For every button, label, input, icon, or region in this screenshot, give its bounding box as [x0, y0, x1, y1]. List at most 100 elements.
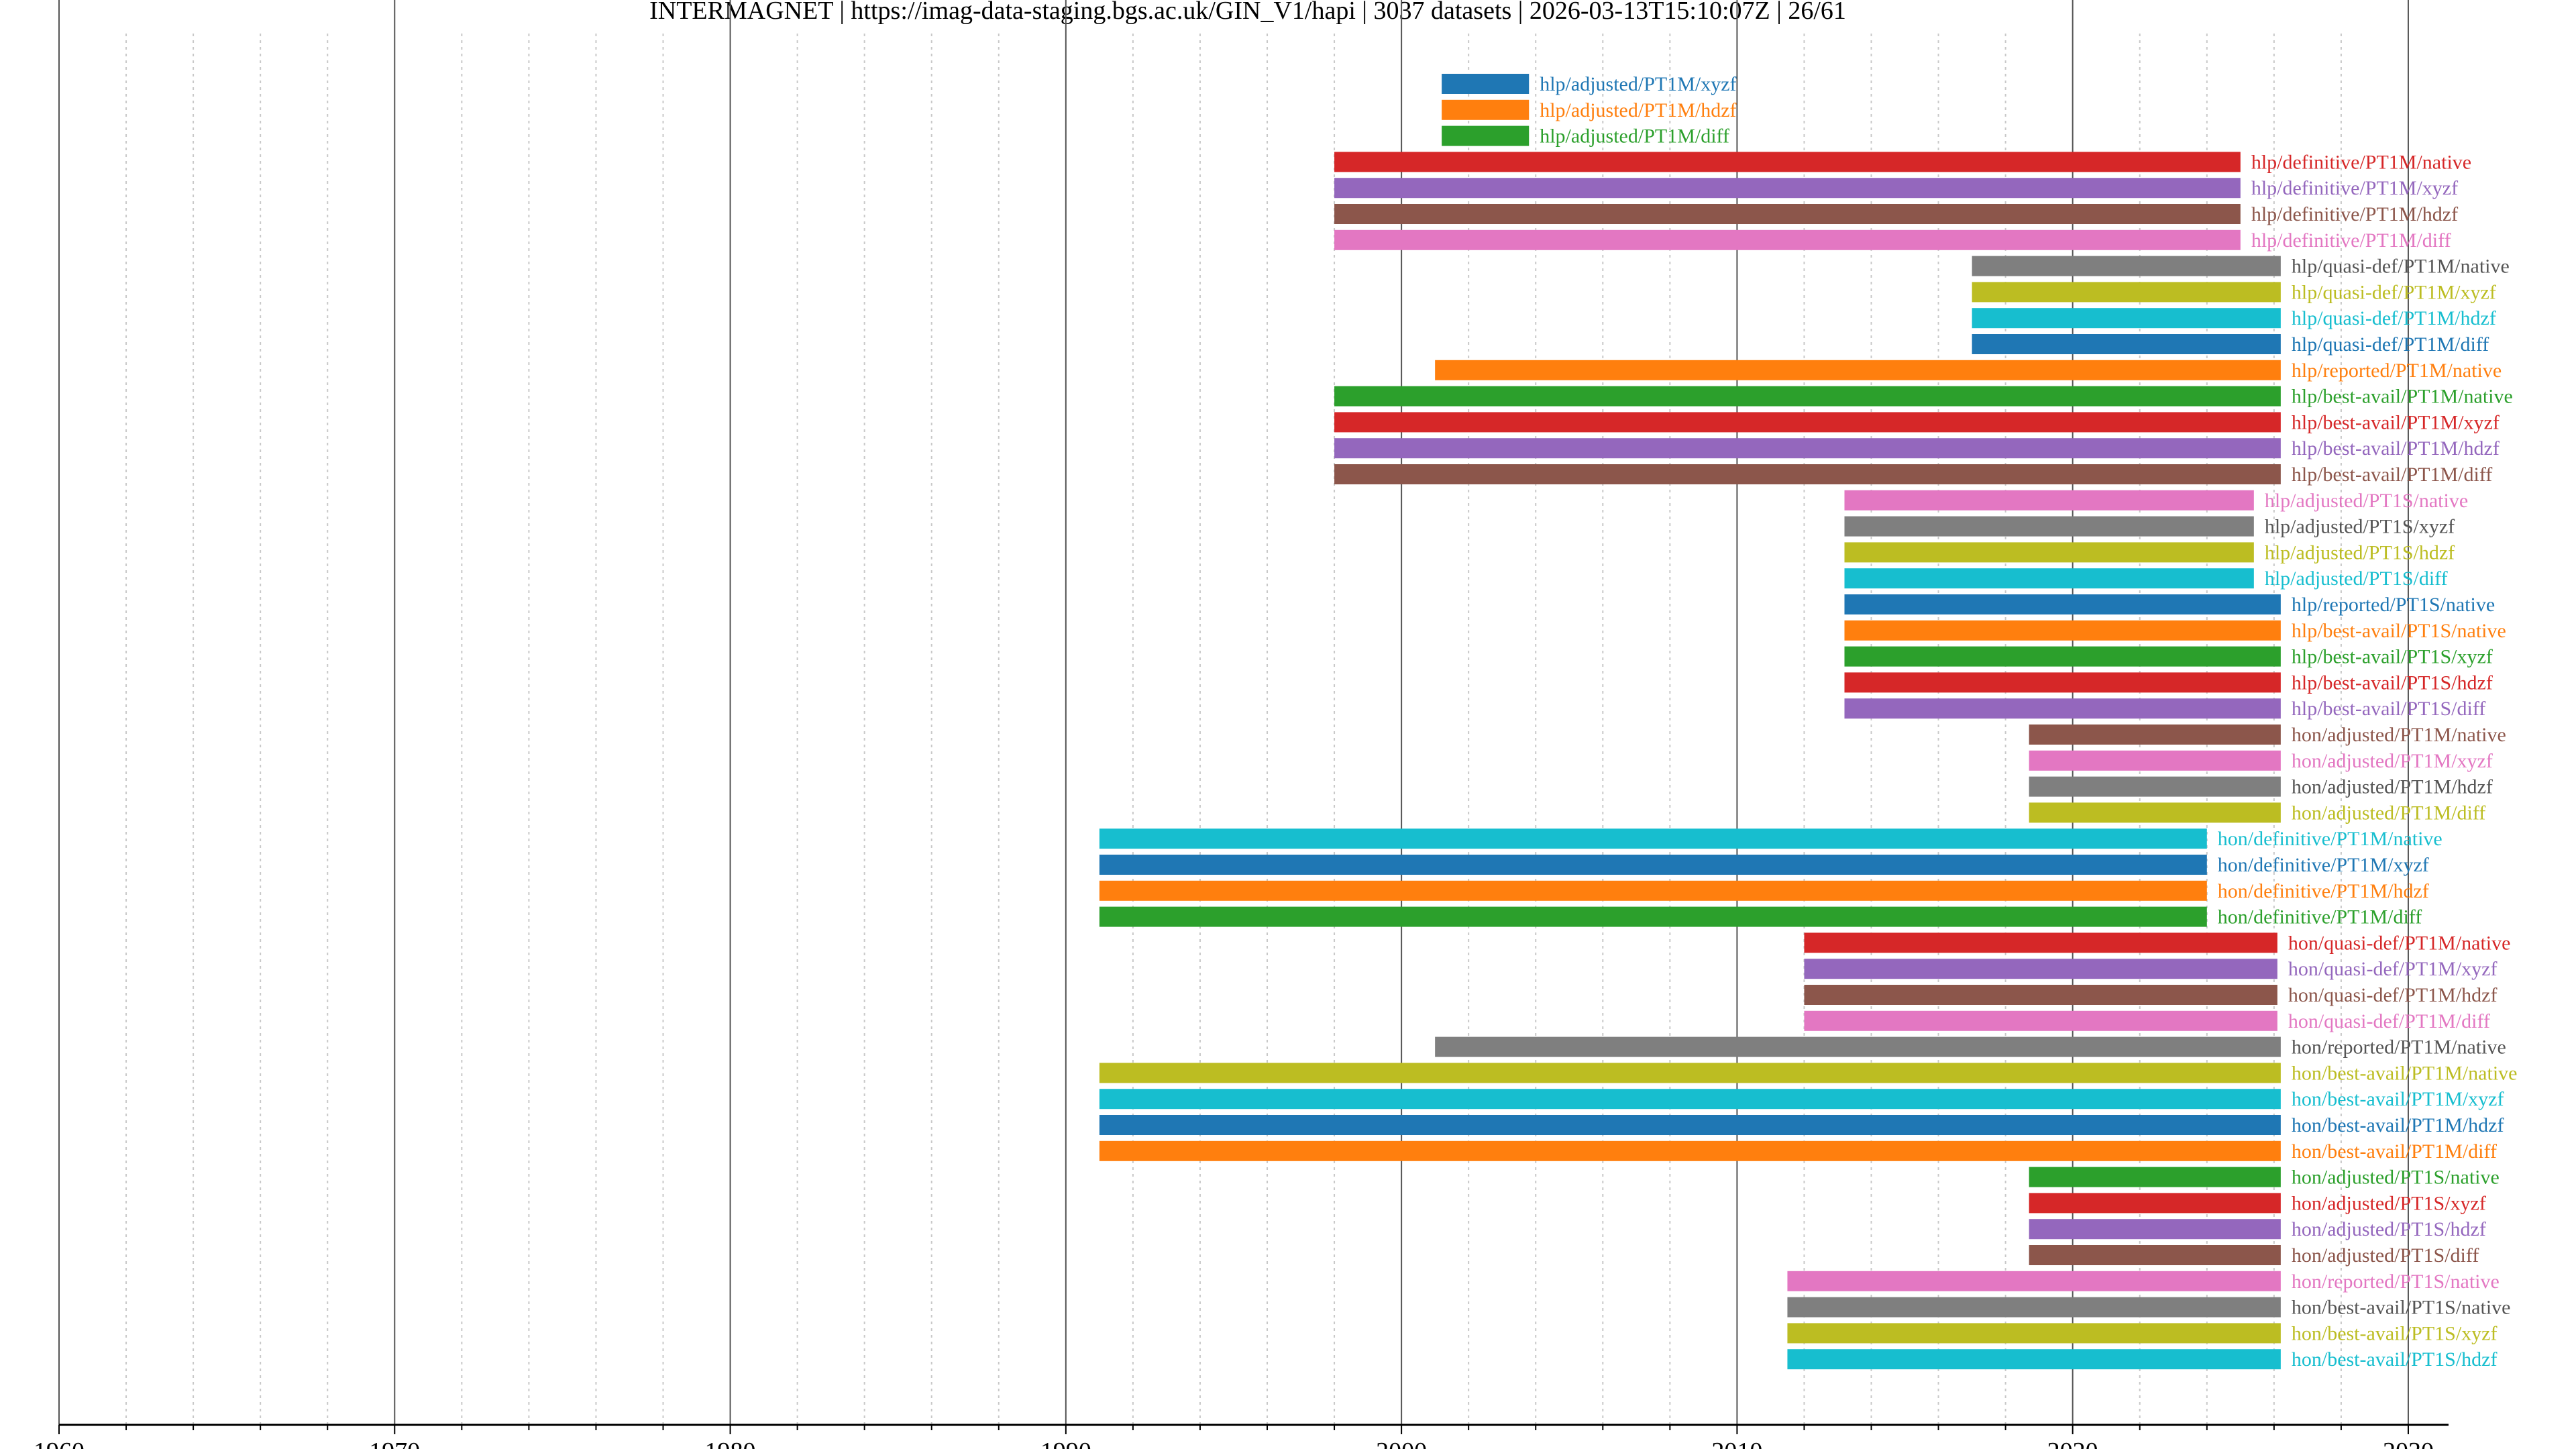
timeline-bar — [1099, 1140, 2281, 1161]
timeline-bar — [1099, 855, 2207, 875]
series-label: hlp/best-avail/PT1S/native — [2292, 620, 2506, 642]
timeline-bar — [1787, 1349, 2281, 1370]
timeline-bar — [1844, 646, 2281, 667]
x-axis: 1960 1970 1980 1990 2000 2010 2020 2030 — [34, 1424, 2449, 1449]
timeline-bar — [2029, 724, 2281, 745]
series-label: hon/quasi-def/PT1M/hdzf — [2288, 984, 2498, 1006]
timeline-bar — [1334, 464, 2281, 484]
timeline-bar — [1972, 308, 2281, 329]
series-label: hon/quasi-def/PT1M/xyzf — [2288, 958, 2498, 980]
timeline-bar — [1334, 386, 2281, 407]
series-label: hlp/adjusted/PT1S/xyzf — [2265, 516, 2455, 538]
series-label: hon/best-avail/PT1S/xyzf — [2292, 1322, 2498, 1344]
x-tick-label: 2010 — [1711, 1438, 1762, 1449]
series-label: hlp/adjusted/PT1M/xyzf — [1540, 73, 1736, 95]
timeline-bar — [1334, 204, 2241, 224]
series-label: hon/quasi-def/PT1M/native — [2288, 932, 2511, 954]
timeline-bar — [2029, 1167, 2281, 1187]
series-label: hon/quasi-def/PT1M/diff — [2288, 1010, 2490, 1032]
series-label: hlp/best-avail/PT1M/native — [2292, 386, 2513, 408]
label-layer: hlp/adjusted/PT1M/xyzf hlp/adjusted/PT1M/… — [1540, 73, 2517, 1371]
series-label: hlp/best-avail/PT1S/hdzf — [2292, 672, 2493, 694]
timeline-bar — [1844, 516, 2254, 537]
series-label: hon/best-avail/PT1S/hdzf — [2292, 1348, 2498, 1371]
series-label: hlp/best-avail/PT1S/diff — [2292, 698, 2485, 720]
timeline-bar — [1099, 1115, 2281, 1135]
x-tick-label: 1980 — [705, 1438, 756, 1449]
series-label: hon/reported/PT1S/native — [2292, 1271, 2500, 1293]
series-label: hlp/best-avail/PT1M/xyzf — [2292, 411, 2500, 433]
series-label: hlp/adjusted/PT1S/hdzf — [2265, 541, 2455, 564]
timeline-bar — [1334, 152, 2241, 172]
series-label: hon/best-avail/PT1S/native — [2292, 1297, 2511, 1319]
grid-layer — [58, 0, 2409, 1425]
timeline-bar — [2029, 1193, 2281, 1214]
timeline-bar — [1442, 74, 1529, 94]
series-label: hon/definitive/PT1M/xyzf — [2218, 854, 2429, 876]
timeline-bar — [1972, 256, 2281, 276]
series-label: hlp/adjusted/PT1M/diff — [1540, 125, 1729, 148]
timeline-bar — [1804, 1010, 2277, 1031]
timeline-bar — [1099, 880, 2207, 901]
series-label: hon/adjusted/PT1S/native — [2292, 1167, 2500, 1189]
series-label: hlp/best-avail/PT1M/hdzf — [2292, 437, 2500, 460]
timeline-bar — [1844, 542, 2254, 563]
timeline-bar — [2029, 1245, 2281, 1265]
series-label: hlp/best-avail/PT1M/diff — [2292, 464, 2492, 486]
series-label: hlp/definitive/PT1M/xyzf — [2251, 177, 2458, 199]
series-label: hon/adjusted/PT1M/xyzf — [2292, 750, 2493, 772]
series-label: hlp/quasi-def/PT1M/xyzf — [2292, 281, 2496, 303]
series-label: hon/definitive/PT1M/native — [2218, 828, 2443, 850]
chart-title: INTERMAGNET | https://imag-data-staging.… — [649, 0, 1846, 25]
x-tick-label: 1970 — [369, 1438, 420, 1449]
timeline-bar — [1099, 1063, 2281, 1083]
series-label: hon/best-avail/PT1M/native — [2292, 1062, 2518, 1084]
series-label: hlp/reported/PT1S/native — [2292, 594, 2495, 616]
series-label: hlp/definitive/PT1M/diff — [2251, 229, 2451, 252]
series-label: hon/adjusted/PT1M/hdzf — [2292, 776, 2493, 798]
timeline-bar — [1099, 1089, 2281, 1110]
series-label: hon/adjusted/PT1S/diff — [2292, 1244, 2479, 1267]
timeline-bar — [1804, 932, 2277, 953]
timeline-bar — [1334, 229, 2241, 250]
series-label: hon/adjusted/PT1S/hdzf — [2292, 1218, 2486, 1240]
timeline-bar — [2029, 1219, 2281, 1240]
timeline-bar — [2029, 776, 2281, 797]
timeline-bar — [1844, 698, 2281, 719]
timeline-bar — [1334, 178, 2241, 199]
timeline-bar — [2029, 802, 2281, 823]
timeline-bar — [1844, 490, 2254, 511]
series-label: hlp/definitive/PT1M/hdzf — [2251, 203, 2458, 225]
timeline-bar — [1844, 620, 2281, 641]
timeline-bar — [1787, 1271, 2281, 1291]
series-label: hlp/reported/PT1M/native — [2292, 360, 2502, 382]
timeline-bar — [1435, 360, 2281, 380]
series-label: hon/best-avail/PT1M/diff — [2292, 1140, 2497, 1163]
series-label: hon/definitive/PT1M/hdzf — [2218, 880, 2429, 902]
timeline-bar — [1099, 906, 2207, 927]
timeline-bar — [1442, 125, 1529, 146]
timeline-bar — [1844, 568, 2254, 589]
series-label: hon/reported/PT1M/native — [2292, 1036, 2506, 1059]
x-tick-label: 2000 — [1376, 1438, 1427, 1449]
series-label: hlp/best-avail/PT1S/xyzf — [2292, 646, 2493, 668]
x-tick-label: 2020 — [2047, 1438, 2098, 1449]
timeline-bar — [1442, 99, 1529, 120]
timeline-bar — [1099, 828, 2207, 849]
timeline-bar — [1844, 672, 2281, 693]
x-tick-label: 2030 — [2383, 1438, 2434, 1449]
bar-layer — [1099, 74, 2281, 1370]
timeline-bar — [1435, 1036, 2281, 1057]
timeline-bar — [1787, 1323, 2281, 1344]
timeline-bar — [1844, 594, 2281, 614]
series-label: hlp/quasi-def/PT1M/native — [2292, 256, 2510, 278]
timeline-bar — [1334, 412, 2281, 433]
x-tick-label: 1960 — [34, 1438, 85, 1449]
series-label: hon/best-avail/PT1M/xyzf — [2292, 1088, 2504, 1110]
series-label: hon/best-avail/PT1M/hdzf — [2292, 1114, 2504, 1136]
timeline-bar — [2029, 750, 2281, 771]
timeline-bar — [1972, 334, 2281, 354]
timeline-bar — [1334, 438, 2281, 459]
series-label: hon/definitive/PT1M/diff — [2218, 906, 2422, 928]
